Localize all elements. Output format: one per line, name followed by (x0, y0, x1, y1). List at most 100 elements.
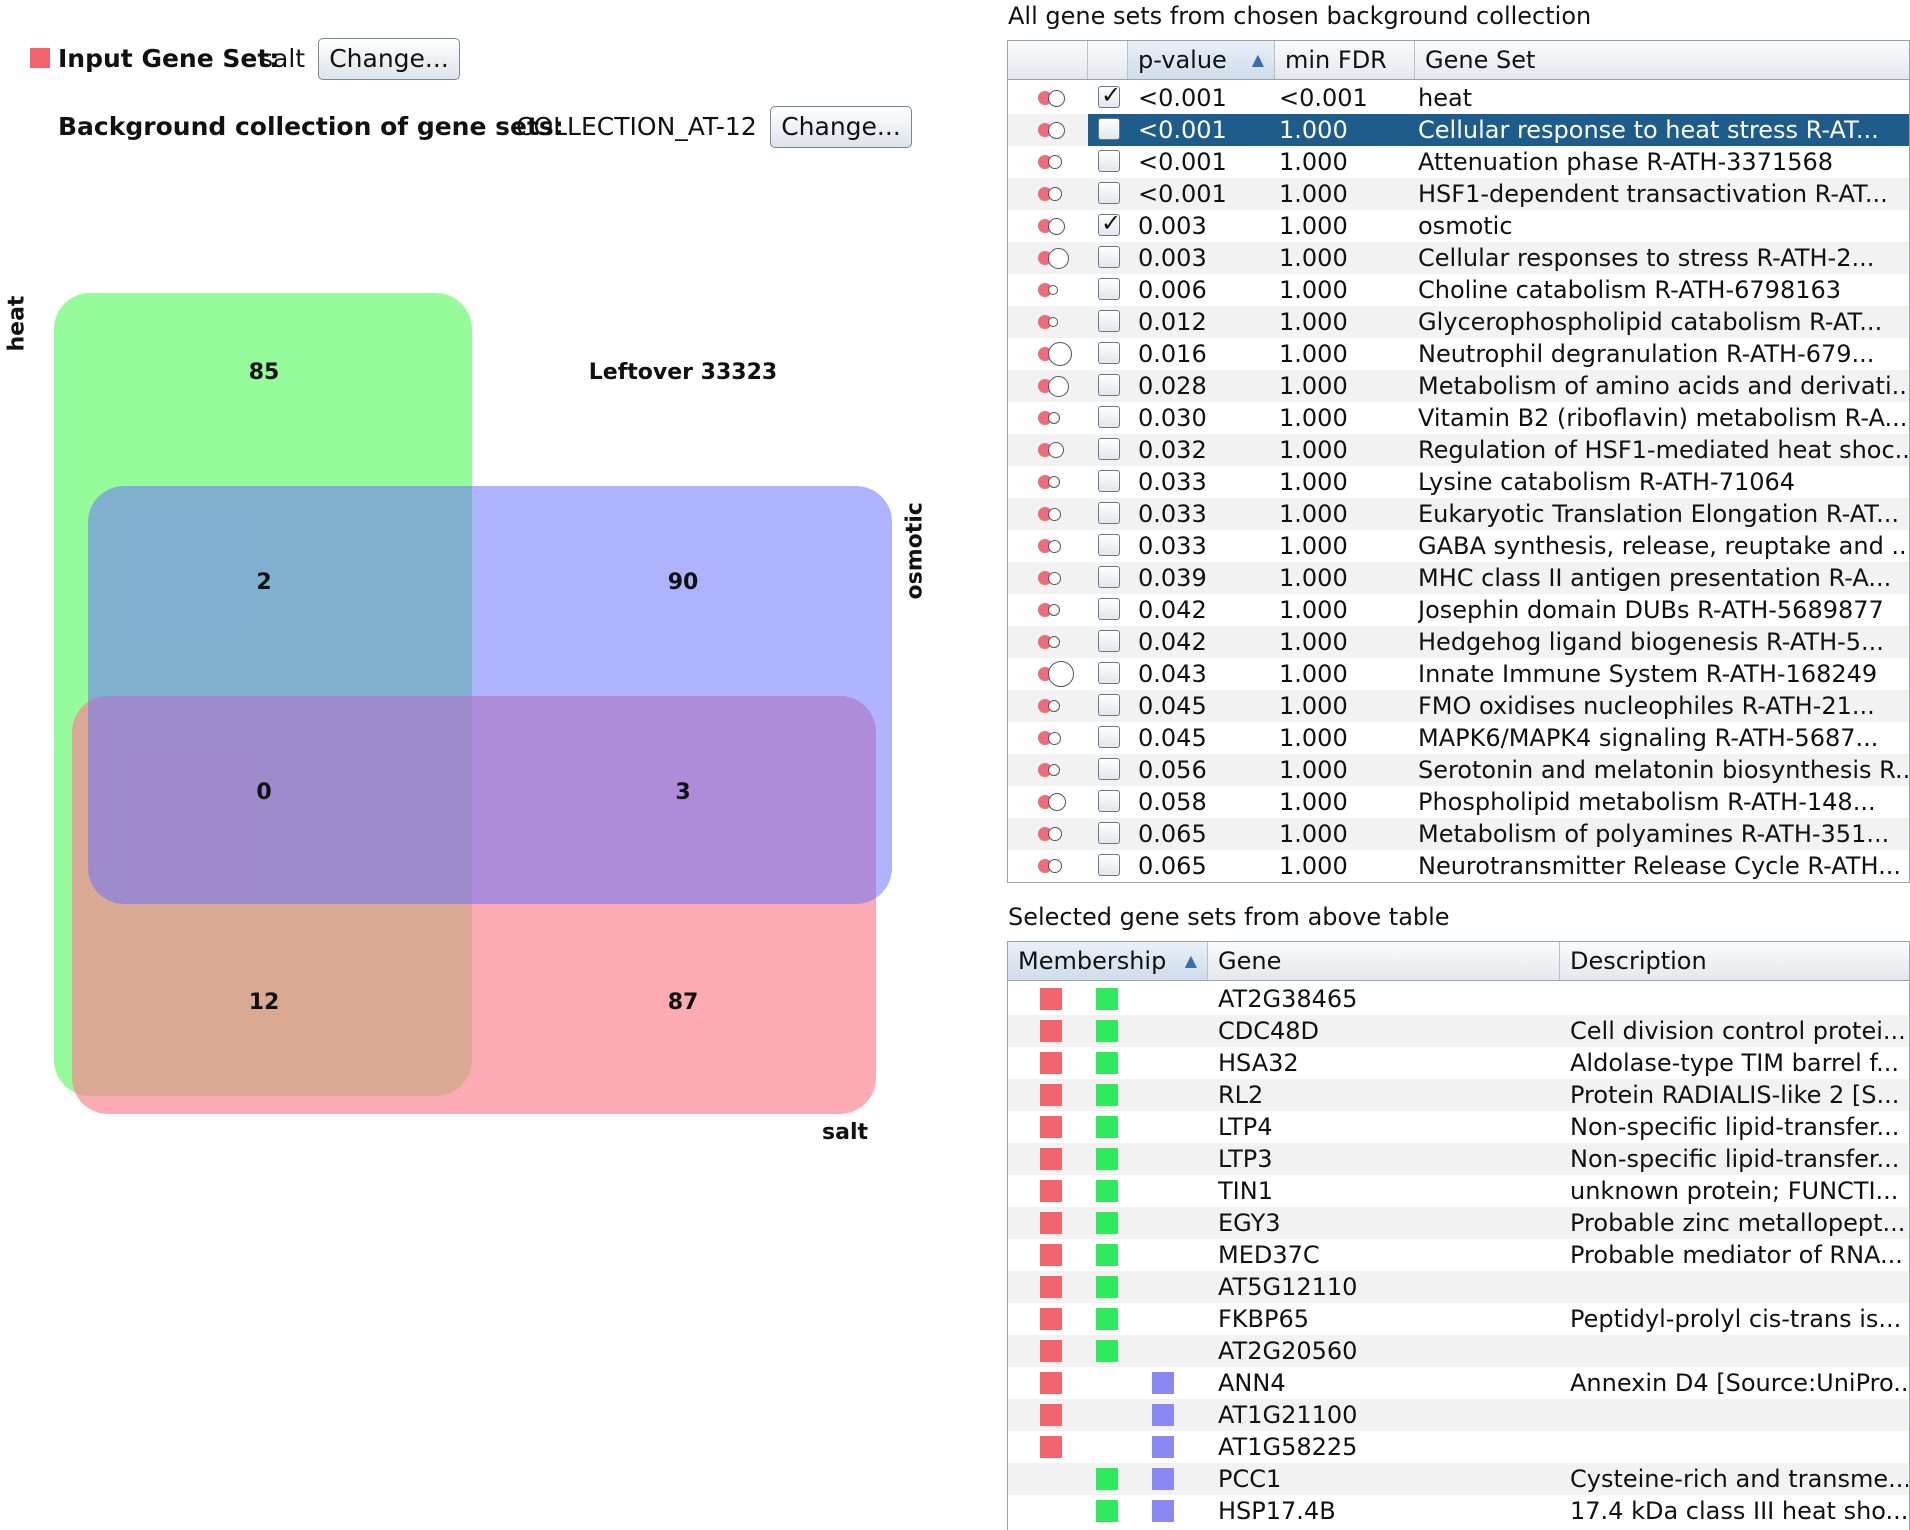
gene-set-checkbox[interactable] (1098, 374, 1120, 396)
gene-set-row[interactable]: 0.042 1.000 Josephin domain DUBs R-ATH-568… (1008, 594, 1909, 626)
gene-set-row[interactable]: 0.065 1.000 Metabolism of polyamines R-ATH… (1008, 818, 1909, 850)
gene-set-row[interactable]: 0.033 1.000 GABA synthesis, release, reupt… (1008, 530, 1909, 562)
gene-row[interactable]: LTP4 Non-specific lipid-transfer... (1008, 1111, 1909, 1143)
gene-set-min-fdr: 1.000 (1279, 116, 1348, 144)
gene-description: Aldolase-type TIM barrel f... (1570, 1049, 1900, 1077)
gene-set-checkbox[interactable] (1098, 150, 1120, 172)
venn-label-heat: heat (4, 295, 30, 352)
gene-set-row[interactable]: 0.003 1.000 Cellular responses to stress R… (1008, 242, 1909, 274)
gene-row[interactable]: AT5G12110 (1008, 1271, 1909, 1303)
gene-set-row[interactable]: ✓ <0.001 <0.001 heat (1008, 81, 1909, 114)
gene-symbol: AT2G38465 (1218, 985, 1358, 1013)
gene-set-row[interactable]: <0.001 1.000 Cellular response to heat str… (1008, 114, 1909, 146)
gene-set-checkbox[interactable] (1098, 438, 1120, 460)
gene-set-checkbox[interactable] (1098, 822, 1120, 844)
col-header-gene[interactable]: Gene (1208, 942, 1560, 980)
sort-ascending-icon: ▲ (1251, 50, 1264, 69)
gene-set-row[interactable]: 0.056 1.000 Serotonin and melatonin biosyn… (1008, 754, 1909, 786)
gene-set-checkbox[interactable] (1098, 662, 1120, 684)
membership-heat-square (1096, 1500, 1118, 1522)
gene-set-row[interactable]: 0.045 1.000 FMO oxidises nucleophiles R-AT… (1008, 690, 1909, 722)
membership-salt-square (1040, 1084, 1062, 1106)
gene-set-row[interactable]: 0.065 1.000 Neurotransmitter Release Cycle… (1008, 850, 1909, 882)
gene-row[interactable]: FKBP65 Peptidyl-prolyl cis-trans is... (1008, 1303, 1909, 1335)
gene-set-checkbox[interactable] (1098, 118, 1120, 140)
col-header-p-value[interactable]: p-value ▲ (1128, 41, 1275, 79)
gene-row[interactable]: EGY3 Probable zinc metallopept... (1008, 1207, 1909, 1239)
gene-set-checkbox[interactable] (1098, 502, 1120, 524)
gene-row[interactable]: MED37C Probable mediator of RNA... (1008, 1239, 1909, 1271)
gene-set-checkbox[interactable] (1098, 694, 1120, 716)
gene-row[interactable]: ANN4 Annexin D4 [Source:UniPro... (1008, 1367, 1909, 1399)
gene-set-checkbox[interactable] (1098, 758, 1120, 780)
gene-set-row[interactable]: ✓ 0.003 1.000 osmotic (1008, 209, 1909, 242)
col-header-membership[interactable]: Membership ▲ (1008, 942, 1208, 980)
gene-row[interactable]: AT1G58225 (1008, 1431, 1909, 1463)
gene-set-checkbox[interactable] (1098, 534, 1120, 556)
gene-sets-table[interactable]: p-value ▲ min FDR Gene Set ✓ <0.001 <0.001… (1007, 40, 1910, 883)
gene-set-checkbox[interactable] (1098, 726, 1120, 748)
gene-set-row[interactable]: 0.033 1.000 Eukaryotic Translation Elongat… (1008, 498, 1909, 530)
gene-set-checkbox[interactable] (1098, 310, 1120, 332)
selected-genes-table[interactable]: Membership ▲ Gene Description AT2G38465 C… (1007, 941, 1910, 1530)
gene-set-row[interactable]: 0.045 1.000 MAPK6/MAPK4 signaling R-ATH-56… (1008, 722, 1909, 754)
gene-set-name: Choline catabolism R-ATH-6798163 (1418, 276, 1842, 304)
gene-set-row[interactable]: 0.012 1.000 Glycerophospholipid catabolism… (1008, 306, 1909, 338)
venn-leftover: Leftover 33323 (588, 360, 778, 385)
gene-set-checkbox[interactable] (1098, 566, 1120, 588)
gene-set-checkbox[interactable] (1098, 182, 1120, 204)
gene-set-row[interactable]: 0.016 1.000 Neutrophil degranulation R-ATH… (1008, 338, 1909, 370)
membership-heat-square (1096, 1244, 1118, 1266)
gene-set-row[interactable]: 0.043 1.000 Innate Immune System R-ATH-168… (1008, 658, 1909, 690)
gene-row[interactable]: RL2 Protein RADIALIS-like 2 [S... (1008, 1079, 1909, 1111)
col-header-min-fdr[interactable]: min FDR (1275, 41, 1415, 79)
gene-set-row[interactable]: <0.001 1.000 HSF1-dependent transactivatio… (1008, 178, 1909, 210)
membership-salt-square (1040, 1372, 1062, 1394)
gene-set-row[interactable]: 0.033 1.000 Lysine catabolism R-ATH-71064 (1008, 466, 1909, 498)
change-input-button[interactable]: Change... (318, 38, 460, 80)
gene-set-row[interactable]: 0.006 1.000 Choline catabolism R-ATH-67981… (1008, 274, 1909, 306)
col-header-description[interactable]: Description (1570, 947, 1707, 975)
gene-row[interactable]: AT2G38465 (1008, 983, 1909, 1015)
col-header-membership-icon[interactable] (1008, 41, 1088, 79)
gene-set-checkbox[interactable] (1098, 598, 1120, 620)
gene-set-checkbox[interactable] (1098, 470, 1120, 492)
gene-description: unknown protein; FUNCTI... (1570, 1177, 1899, 1205)
gene-row[interactable]: AT1G21100 (1008, 1399, 1909, 1431)
gene-set-checkbox[interactable] (1098, 854, 1120, 876)
input-swatch (30, 48, 50, 68)
venn-count-salt-only: 87 (667, 990, 699, 1015)
gene-row[interactable]: TIN1 unknown protein; FUNCTI... (1008, 1175, 1909, 1207)
gene-set-row[interactable]: 0.039 1.000 MHC class II antigen presentat… (1008, 562, 1909, 594)
gene-set-checkbox[interactable] (1098, 342, 1120, 364)
gene-set-row[interactable]: 0.042 1.000 Hedgehog ligand biogenesis R-A… (1008, 626, 1909, 658)
gene-set-row[interactable]: 0.032 1.000 Regulation of HSF1-mediated he… (1008, 434, 1909, 466)
gene-set-checkbox[interactable]: ✓ (1098, 81, 1121, 109)
gene-set-checkbox[interactable] (1098, 630, 1120, 652)
change-background-button[interactable]: Change... (770, 106, 912, 148)
col-header-checkbox[interactable] (1088, 41, 1128, 79)
gene-row[interactable]: CDC48D Cell division control protei... (1008, 1015, 1909, 1047)
gene-set-checkbox[interactable] (1098, 406, 1120, 428)
gene-set-min-fdr: 1.000 (1279, 276, 1348, 304)
set-size-circle-icon (1048, 187, 1062, 201)
gene-set-checkbox[interactable]: ✓ (1098, 209, 1121, 237)
gene-row[interactable]: AT2G20560 (1008, 1335, 1909, 1367)
gene-row[interactable]: HSA32 Aldolase-type TIM barrel f... (1008, 1047, 1909, 1079)
gene-set-row[interactable]: <0.001 1.000 Attenuation phase R-ATH-33715… (1008, 146, 1909, 178)
gene-set-name: Regulation of HSF1-mediated heat shoc... (1418, 436, 1908, 464)
gene-row[interactable]: LTP3 Non-specific lipid-transfer... (1008, 1143, 1909, 1175)
gene-set-checkbox[interactable] (1098, 278, 1120, 300)
membership-osmotic-square (1152, 1500, 1174, 1522)
gene-row[interactable]: HSP17.4B 17.4 kDa class III heat sho... (1008, 1495, 1909, 1527)
col-header-gene-set[interactable]: Gene Set (1425, 46, 1536, 74)
gene-set-checkbox[interactable] (1098, 790, 1120, 812)
gene-description: Cysteine-rich and transme... (1570, 1465, 1908, 1493)
gene-row[interactable]: PCC1 Cysteine-rich and transme... (1008, 1463, 1909, 1495)
set-size-circle-icon (1048, 764, 1060, 776)
gene-set-checkbox[interactable] (1098, 246, 1120, 268)
gene-set-row[interactable]: 0.028 1.000 Metabolism of amino acids and … (1008, 370, 1909, 402)
gene-set-row[interactable]: 0.030 1.000 Vitamin B2 (riboflavin) metabo… (1008, 402, 1909, 434)
gene-set-row[interactable]: 0.058 1.000 Phospholipid metabolism R-ATH-… (1008, 786, 1909, 818)
set-size-circle-icon (1048, 700, 1060, 712)
